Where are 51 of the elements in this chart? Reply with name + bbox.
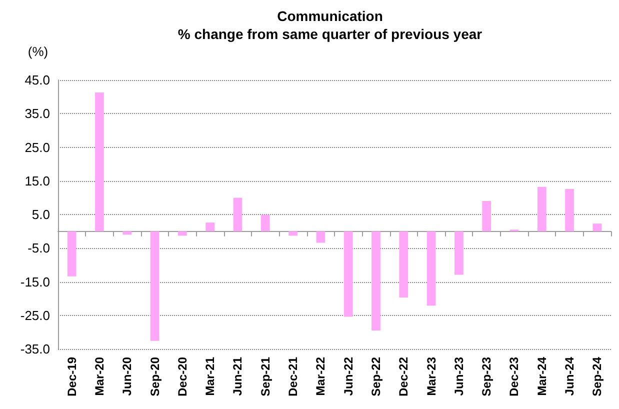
bar: [178, 231, 187, 236]
chart-subtitle: % change from same quarter of previous year: [178, 26, 483, 42]
bar: [592, 224, 602, 232]
y-tick-label: 5.0: [32, 207, 50, 222]
x-tick-label: Jun-20: [120, 356, 134, 396]
bar: [260, 214, 270, 232]
bar: [426, 231, 436, 306]
y-tick-label: -35.0: [20, 342, 50, 356]
x-tick-label: Sep-21: [258, 356, 272, 396]
x-tick-label: Sep-20: [148, 356, 162, 396]
bar: [482, 201, 491, 232]
x-tick-label: Dec-21: [286, 356, 300, 396]
y-tick-label: 35.0: [24, 106, 50, 122]
x-tick-label: Dec-20: [175, 356, 190, 396]
y-tick-label: 15.0: [24, 173, 50, 188]
bar: [344, 231, 353, 317]
x-tick-label: Dec-22: [396, 356, 411, 396]
x-tick-label: Mar-24: [534, 356, 549, 396]
bar: [537, 186, 546, 232]
x-tick-label: Dec-19: [64, 356, 79, 396]
bar: [150, 231, 160, 341]
bar: [95, 92, 104, 232]
bar: [233, 198, 242, 232]
x-tick-label: Mar-22: [314, 356, 328, 396]
x-tick-label: Jun-24: [562, 356, 577, 396]
bar: [399, 231, 408, 298]
bar: [67, 231, 76, 276]
y-tick-label: -25.0: [20, 308, 50, 323]
x-tick-label: Jun-23: [452, 356, 466, 396]
x-tick-label: Jun-22: [341, 356, 356, 396]
y-tick-label: 45.0: [24, 72, 50, 88]
y-tick-label: 25.0: [24, 140, 50, 155]
x-tick-label: Mar-23: [424, 356, 438, 396]
x-tick-label: Sep-23: [480, 356, 494, 396]
bar: [316, 231, 326, 243]
x-tick-label: Dec-23: [507, 356, 522, 396]
bar: [206, 222, 214, 232]
y-tick-label: -5.0: [28, 240, 50, 256]
chart-title: Communication: [277, 8, 383, 24]
x-tick-label: Sep-22: [368, 356, 383, 396]
x-tick-label: Mar-21: [203, 356, 218, 396]
bar: [288, 231, 298, 236]
x-tick-label: Sep-24: [590, 356, 604, 396]
x-tick-label: Mar-20: [92, 356, 106, 396]
bar: [122, 231, 132, 235]
x-tick-label: Jun-21: [230, 356, 245, 396]
bar: [372, 231, 380, 331]
y-axis-title: (%): [28, 44, 48, 59]
bar: [565, 188, 574, 232]
y-tick-label: -15.0: [20, 274, 50, 290]
bar: [454, 231, 464, 275]
